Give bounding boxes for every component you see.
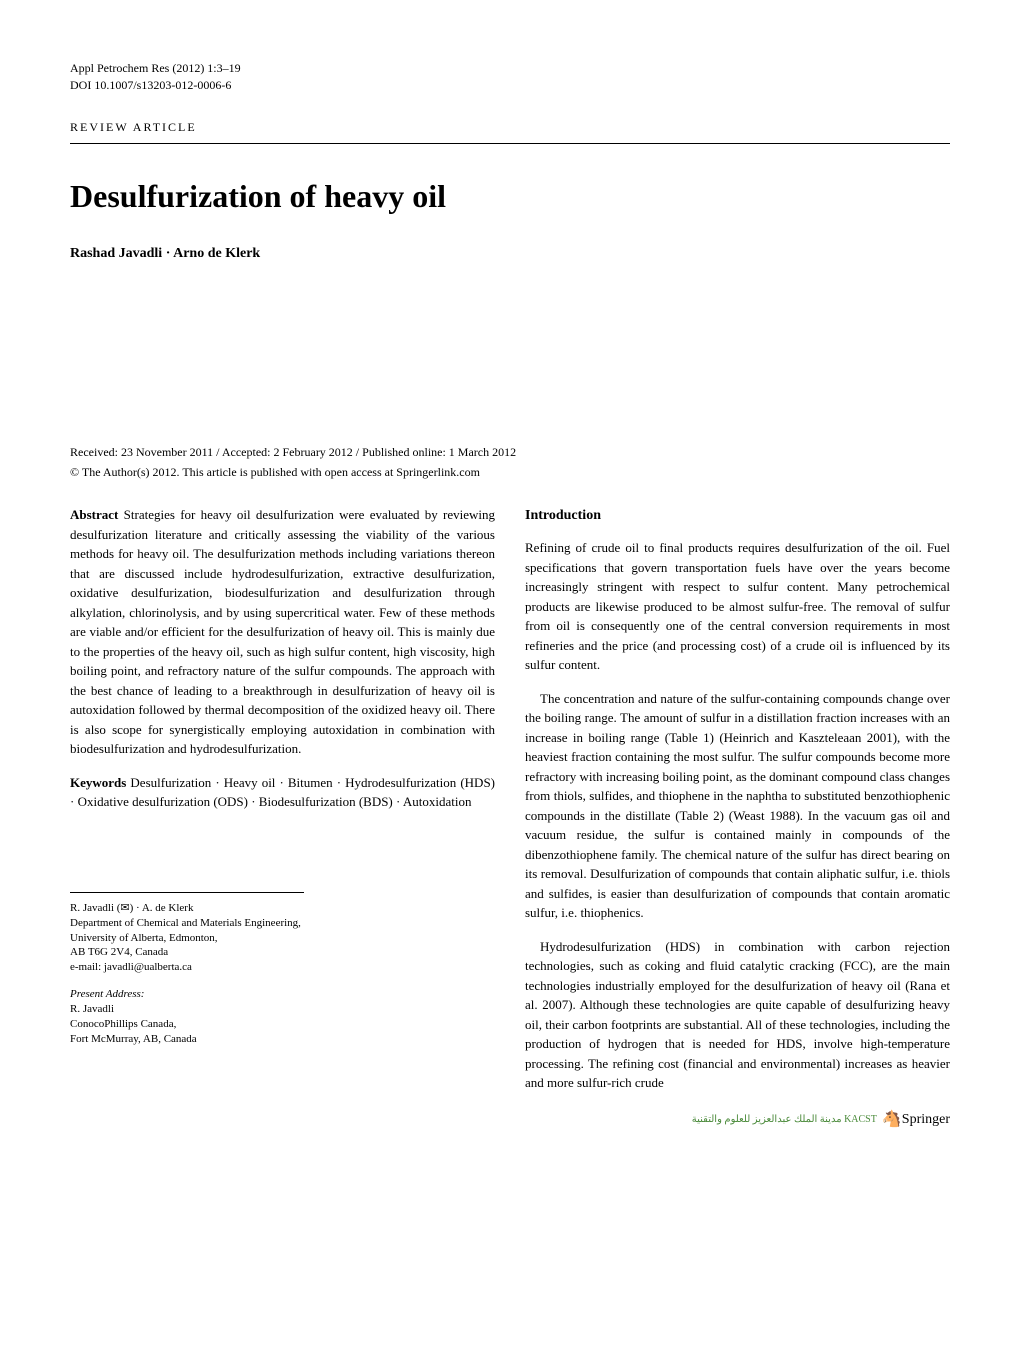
- abstract-label: Abstract: [70, 507, 118, 522]
- publication-dates: Received: 23 November 2011 / Accepted: 2…: [70, 444, 950, 461]
- affiliation-primary: R. Javadli (✉) · A. de Klerk Department …: [70, 901, 304, 975]
- article-type: REVIEW ARTICLE: [70, 119, 950, 136]
- authors: Rashad Javadli · Arno de Klerk: [70, 244, 950, 264]
- left-column: Abstract Strategies for heavy oil desulf…: [70, 505, 495, 1132]
- page-title: Desulfurization of heavy oil: [70, 174, 950, 219]
- springer-icon: 🐴: [882, 1108, 902, 1132]
- journal-citation: Appl Petrochem Res (2012) 1:3–19: [70, 60, 950, 77]
- introduction-heading: Introduction: [525, 505, 950, 526]
- divider: [70, 143, 950, 144]
- doi: DOI 10.1007/s13203-012-0006-6: [70, 77, 950, 94]
- affiliation-email: e-mail: javadli@ualberta.ca: [70, 960, 304, 975]
- keywords-text: Desulfurization · Heavy oil · Bitumen · …: [70, 775, 495, 810]
- abstract-paragraph: Abstract Strategies for heavy oil desulf…: [70, 505, 495, 759]
- intro-para-2: The concentration and nature of the sulf…: [525, 689, 950, 923]
- present-location: Fort McMurray, AB, Canada: [70, 1032, 304, 1047]
- present-address-label: Present Address:: [70, 987, 304, 1002]
- present-author: R. Javadli: [70, 1002, 304, 1017]
- page-footer: مدينة الملك عبدالعزيز للعلوم والتقنية KA…: [525, 1108, 950, 1132]
- affiliation-university: University of Alberta, Edmonton,: [70, 931, 304, 946]
- intro-para-3: Hydrodesulfurization (HDS) in combinatio…: [525, 937, 950, 1093]
- present-company: ConocoPhillips Canada,: [70, 1017, 304, 1032]
- affiliation-location: AB T6G 2V4, Canada: [70, 945, 304, 960]
- affiliation-block: R. Javadli (✉) · A. de Klerk Department …: [70, 892, 304, 1047]
- content-columns: Abstract Strategies for heavy oil desulf…: [70, 505, 950, 1132]
- right-column: Introduction Refining of crude oil to fi…: [525, 505, 950, 1132]
- keywords-paragraph: Keywords Desulfurization · Heavy oil · B…: [70, 773, 495, 812]
- license: © The Author(s) 2012. This article is pu…: [70, 464, 950, 481]
- affiliation-dept: Department of Chemical and Materials Eng…: [70, 916, 304, 931]
- abstract-text: Strategies for heavy oil desulfurization…: [70, 507, 495, 756]
- springer-logo: Springer: [902, 1109, 950, 1130]
- keywords-label: Keywords: [70, 775, 126, 790]
- affiliation-present: Present Address: R. Javadli ConocoPhilli…: [70, 987, 304, 1046]
- affiliation-authors: R. Javadli (✉) · A. de Klerk: [70, 901, 304, 916]
- kacst-logo: مدينة الملك عبدالعزيز للعلوم والتقنية KA…: [692, 1112, 877, 1127]
- intro-para-1: Refining of crude oil to final products …: [525, 538, 950, 675]
- journal-header: Appl Petrochem Res (2012) 1:3–19 DOI 10.…: [70, 60, 950, 94]
